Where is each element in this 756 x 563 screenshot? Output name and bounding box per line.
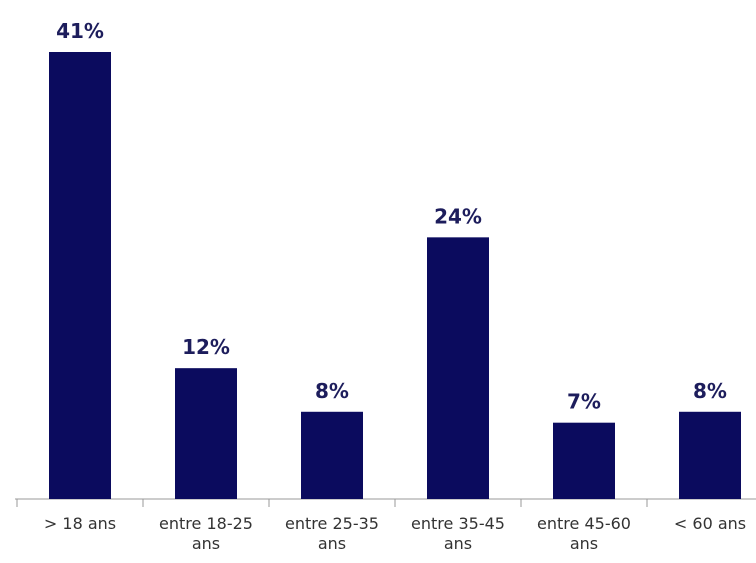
x-tick-label: entre 18-25 ans: [159, 514, 253, 553]
bar: [553, 422, 615, 499]
x-tick-label: entre 25-35 ans: [285, 514, 379, 553]
value-label: 8%: [315, 379, 349, 403]
x-tick-label: > 18 ans: [43, 514, 117, 533]
value-label: 24%: [434, 204, 482, 228]
value-label: 7%: [567, 390, 601, 414]
value-label: 12%: [182, 335, 230, 359]
bar: [175, 368, 237, 499]
bar: [301, 411, 363, 499]
x-tick-label: entre 35-45 ans: [411, 514, 505, 553]
x-tick-label: < 60 ans: [673, 514, 747, 533]
bar: [49, 52, 111, 499]
value-label: 8%: [693, 379, 727, 403]
bar: [679, 411, 741, 499]
value-label: 41%: [56, 19, 104, 43]
x-tick-label: entre 45-60 ans: [537, 514, 631, 553]
bar: [427, 237, 489, 499]
